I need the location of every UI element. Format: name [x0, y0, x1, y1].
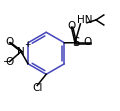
Text: −: − [3, 57, 11, 67]
Text: HN: HN [77, 15, 93, 25]
Text: +: + [24, 40, 30, 49]
Text: N: N [17, 47, 25, 57]
Text: O: O [6, 37, 14, 47]
Text: O: O [84, 37, 92, 47]
Text: O: O [6, 57, 14, 67]
Text: Cl: Cl [32, 83, 42, 93]
Text: S: S [72, 36, 79, 49]
Text: O: O [67, 21, 75, 31]
